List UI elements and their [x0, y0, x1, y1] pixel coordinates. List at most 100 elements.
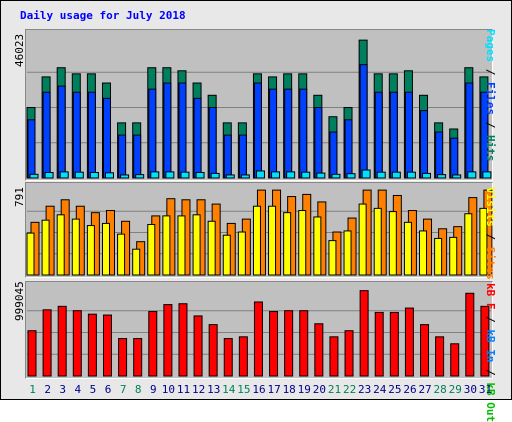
kbytes-panel	[25, 281, 493, 379]
files-bar	[42, 91, 51, 179]
files-bar	[420, 110, 429, 179]
kbytes-bar	[193, 315, 203, 377]
kbytes-bar	[148, 311, 158, 377]
kbytes-bar	[163, 304, 173, 377]
day-label: 29	[448, 383, 462, 396]
legend-kb-f: kB F	[484, 283, 497, 310]
visits-max-label: 791	[13, 187, 26, 207]
visits-bar	[222, 234, 231, 276]
files-bar	[148, 88, 157, 179]
kbytes-bar	[465, 292, 475, 377]
visits-bar	[192, 214, 201, 276]
visits-bar	[268, 205, 277, 276]
pages-bar	[437, 174, 447, 179]
files-bar	[359, 64, 368, 179]
legend-visits: Visits	[484, 187, 497, 227]
day-label: 7	[119, 383, 127, 396]
visits-bar	[117, 233, 126, 276]
pages-bar	[286, 171, 296, 179]
files-bar	[435, 131, 444, 179]
pages-bar	[255, 170, 265, 179]
visits-bar	[449, 236, 458, 276]
visits-bar	[343, 230, 352, 276]
pages-bar	[59, 171, 69, 179]
files-bar	[329, 131, 338, 179]
files-bar	[27, 119, 36, 179]
kbytes-bar	[344, 330, 354, 377]
day-label: 28	[433, 383, 447, 396]
visits-bar	[252, 205, 261, 276]
visits-bar	[298, 210, 307, 276]
kbytes-bar	[133, 338, 143, 377]
files-bar	[465, 82, 474, 179]
day-label: 5	[89, 383, 97, 396]
visits-bar	[56, 214, 65, 276]
pages-bar	[482, 171, 492, 179]
kbytes-bar	[102, 314, 112, 377]
day-label: 12	[191, 383, 206, 396]
visits-bar	[283, 212, 292, 276]
kbytes-bar	[72, 310, 82, 377]
day-label: 24	[373, 383, 387, 396]
visits-bar	[71, 218, 80, 276]
files-bar	[314, 107, 323, 179]
visits-panel	[25, 182, 493, 278]
pages-bar	[240, 174, 250, 179]
kbytes-bar	[57, 305, 67, 377]
legend-files: Files	[484, 82, 497, 116]
day-label: 30	[463, 383, 477, 396]
pages-bar	[150, 171, 160, 179]
visits-chart-svg	[26, 189, 493, 276]
day-label: 23	[358, 383, 372, 396]
pages-bar	[361, 169, 371, 179]
kbytes-bar	[118, 338, 128, 377]
files-bar	[193, 97, 202, 179]
day-label: 14	[222, 383, 236, 396]
kbytes-bar	[389, 311, 399, 377]
files-bar	[269, 88, 278, 179]
day-label: 8	[134, 383, 142, 396]
pages-bar	[331, 173, 341, 179]
files-bar	[208, 107, 217, 179]
day-label: 16	[252, 383, 266, 396]
kbytes-bar	[404, 307, 414, 377]
visits-bar	[313, 216, 322, 276]
kbytes-legend: kB F / kB In / kB Out	[484, 283, 497, 422]
pages-bar	[180, 171, 190, 179]
files-bar	[72, 91, 81, 179]
pages-bar	[74, 171, 84, 179]
files-bar	[223, 134, 232, 179]
pages-bar	[346, 173, 356, 179]
kbytes-bar	[435, 336, 445, 377]
day-label: 10	[161, 383, 176, 396]
pages-bar	[195, 171, 205, 179]
day-label: 11	[176, 383, 191, 396]
pages-bar	[467, 171, 477, 179]
legend-hits: Hits	[484, 135, 497, 162]
day-label: 18	[282, 383, 296, 396]
visits-legend: Visits / Sites	[484, 187, 497, 280]
pages-bar	[422, 172, 432, 179]
files-bar	[374, 91, 383, 179]
visits-bar	[26, 232, 35, 276]
pages-bar	[29, 173, 39, 179]
kbytes-chart-svg	[27, 290, 491, 377]
day-label: 25	[388, 383, 402, 396]
day-label: 4	[74, 383, 82, 396]
day-label: 3	[59, 383, 67, 396]
kbytes-bar	[314, 323, 324, 377]
visits-bar	[162, 215, 171, 276]
visits-bar	[373, 207, 382, 276]
visits-bar	[86, 225, 95, 276]
kbytes-bar	[223, 338, 233, 377]
hits-max-label: 46023	[13, 33, 26, 67]
visits-bar	[41, 219, 50, 276]
day-label: 17	[267, 383, 281, 396]
pages-bar	[301, 171, 311, 179]
pages-bar	[89, 171, 99, 179]
day-label: 21	[327, 383, 342, 396]
kbytes-bar	[208, 324, 218, 377]
files-bar	[284, 88, 293, 179]
visits-bar	[237, 231, 246, 276]
